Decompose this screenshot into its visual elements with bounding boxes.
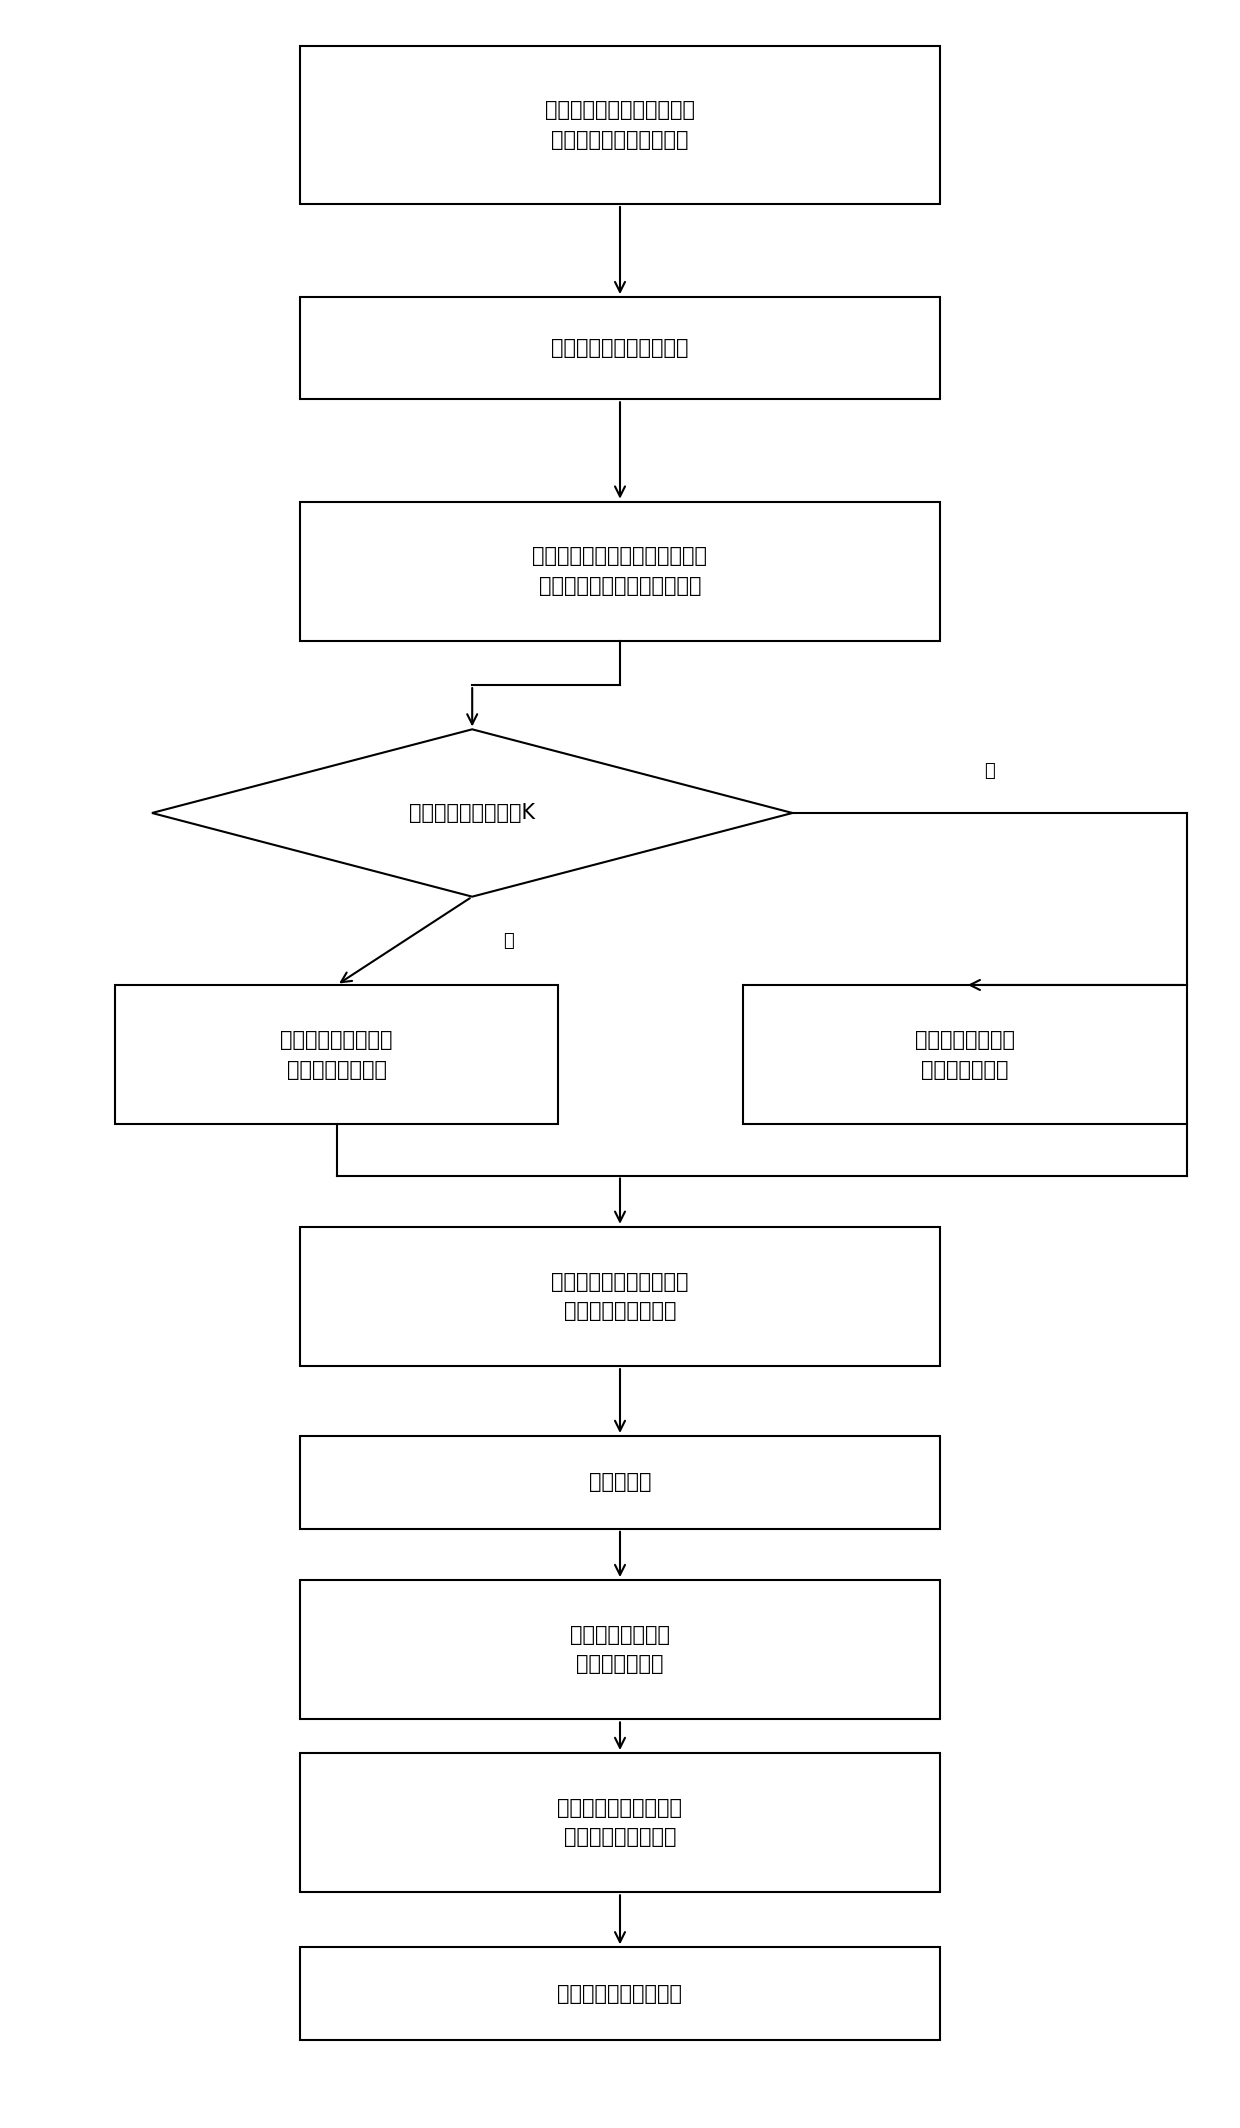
- Text: 删除当前帧的图像，
保留上一帧的图像: 删除当前帧的图像， 保留上一帧的图像: [280, 1030, 393, 1079]
- Text: 以数据集来训练得
到语义分割网络: 以数据集来训练得 到语义分割网络: [570, 1626, 670, 1675]
- Bar: [300, 1226, 940, 1366]
- Bar: [300, 502, 940, 641]
- Text: 扩张数据集: 扩张数据集: [589, 1473, 651, 1492]
- Bar: [300, 47, 940, 204]
- Text: 将当前帧的图像上
传至云端服务器: 将当前帧的图像上 传至云端服务器: [915, 1030, 1014, 1079]
- Text: 相似度大于等于阈值K: 相似度大于等于阈值K: [409, 802, 536, 824]
- Bar: [743, 985, 1187, 1124]
- Text: 利用占比计算秸秵燃值: 利用占比计算秸秵燃值: [558, 1983, 682, 2005]
- Bar: [300, 1579, 940, 1719]
- Text: 对云端服务器中的图像进
行标注，获得数据集: 对云端服务器中的图像进 行标注，获得数据集: [552, 1273, 688, 1321]
- Bar: [300, 1753, 940, 1892]
- Text: 采集图像并上传至服务器: 采集图像并上传至服务器: [552, 338, 688, 358]
- Text: 读取服务器中当前帧的图像，与
上一帧的图像进行相似度检测: 读取服务器中当前帧的图像，与 上一帧的图像进行相似度检测: [532, 547, 708, 596]
- Text: 设置摄像头的参数，利用摄
像头对秸秵燃料进行拍摄: 设置摄像头的参数，利用摄 像头对秸秵燃料进行拍摄: [546, 100, 694, 149]
- Text: 采用语义分割网络分割
秸秵图像，计算占比: 采用语义分割网络分割 秸秵图像，计算占比: [558, 1798, 682, 1847]
- Bar: [115, 985, 558, 1124]
- Bar: [300, 1436, 940, 1528]
- Polygon shape: [153, 730, 792, 896]
- Bar: [300, 1947, 940, 2041]
- Bar: [300, 298, 940, 400]
- Text: 是: 是: [503, 932, 513, 949]
- Text: 否: 否: [985, 762, 994, 779]
